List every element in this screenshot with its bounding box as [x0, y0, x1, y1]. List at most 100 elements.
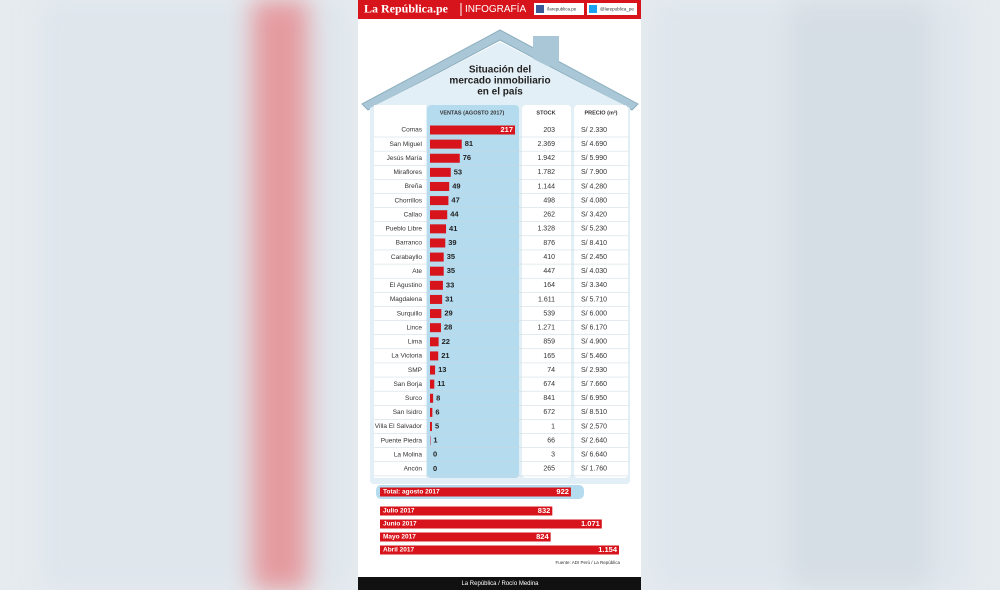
price-cell: S/ 5.230 [581, 226, 607, 233]
stock-cell: 498 [543, 197, 555, 204]
district-label: Villa El Salvador [375, 423, 423, 430]
bar [430, 181, 450, 191]
total-label: Total: agosto 2017 [383, 489, 440, 496]
value-label: 81 [465, 139, 473, 148]
district-label: Surco [405, 395, 422, 402]
total-value: 824 [536, 532, 549, 541]
district-label: Carabayllo [391, 254, 422, 261]
bar [430, 379, 435, 389]
title: Situación del [469, 65, 531, 76]
district-label: San Borja [393, 381, 422, 388]
total-label: Junio 2017 [383, 521, 417, 528]
footer-bar [358, 577, 641, 590]
stock-cell: 841 [543, 395, 555, 402]
total-label: Julio 2017 [383, 508, 415, 515]
price-cell: S/ 6.000 [581, 310, 607, 317]
stock-cell: 672 [543, 409, 555, 416]
bar [430, 337, 439, 347]
bar [430, 393, 434, 403]
price-cell: S/ 4.080 [581, 197, 607, 204]
stock-cell: 2.369 [537, 141, 555, 148]
bar [430, 280, 443, 290]
total-value: 1.154 [598, 545, 618, 554]
total-bar [380, 519, 602, 529]
value-label: 0 [433, 450, 437, 459]
total-bar [380, 545, 619, 555]
stock-cell: 1.611 [538, 296, 555, 303]
district-label: Lince [406, 324, 422, 331]
bar [430, 266, 444, 276]
stock-cell: 859 [543, 339, 555, 346]
facebook-icon [536, 5, 544, 13]
district-label: Miraflores [393, 169, 422, 176]
bar [430, 210, 448, 220]
price-cell: S/ 2.930 [581, 367, 607, 374]
stock-cell: 1.271 [537, 325, 555, 332]
bar [430, 252, 444, 262]
district-label: El Agustino [389, 282, 422, 289]
blurred-backdrop [40, 0, 970, 590]
bar [430, 238, 446, 248]
stock-cell: 1.144 [537, 183, 555, 190]
district-label: SMP [408, 367, 422, 374]
stock-cell: 164 [543, 282, 555, 289]
price-cell: S/ 2.640 [581, 437, 607, 444]
value-label: 6 [435, 407, 439, 416]
price-cell: S/ 5.460 [581, 353, 607, 360]
value-label: 8 [436, 393, 440, 402]
stock-cell: 1 [551, 423, 555, 430]
value-label: 53 [454, 167, 462, 176]
price-cell: S/ 5.710 [581, 296, 607, 303]
value-label: 41 [449, 224, 457, 233]
bar [430, 153, 460, 163]
twitter-button[interactable] [587, 3, 637, 15]
title: mercado inmobiliario [449, 76, 550, 87]
district-label: Ate [412, 268, 422, 275]
total-value: 832 [538, 506, 551, 515]
price-cell: S/ 2.330 [581, 127, 607, 134]
price-cell: S/ 3.420 [581, 212, 607, 219]
value-label: 35 [447, 266, 455, 275]
price-column [574, 105, 628, 478]
bar [430, 167, 451, 177]
bar [430, 125, 515, 135]
column-header: PRECIO (m²) [585, 109, 618, 116]
district-label: Ancón [404, 466, 423, 473]
stock-cell: 539 [543, 310, 555, 317]
stock-cell: 447 [543, 268, 555, 275]
twitter-handle: @larepublica_pe [600, 7, 634, 12]
value-label: 0 [433, 464, 437, 473]
district-label: Surquillo [397, 310, 423, 317]
credit: La República / Rocío Medina [461, 581, 539, 587]
facebook-button[interactable] [534, 3, 584, 15]
total-bar [380, 487, 571, 497]
label-column [374, 105, 426, 478]
district-label: Callao [404, 211, 423, 218]
value-label: 33 [446, 280, 454, 289]
stock-cell: 410 [543, 254, 555, 261]
district-label: San Isidro [393, 409, 423, 416]
title: en el país [477, 87, 523, 98]
price-cell: S/ 7.900 [581, 169, 607, 176]
district-label: Chorrillos [395, 197, 423, 204]
total-label: Abril 2017 [383, 547, 414, 554]
price-cell: S/ 4.690 [581, 141, 607, 148]
brand: La República.pe [364, 1, 449, 15]
value-label: 1 [433, 436, 437, 445]
bar [430, 365, 436, 375]
district-label: San Miguel [389, 141, 422, 148]
total-bar [380, 532, 551, 542]
stock-cell: 3 [551, 452, 555, 459]
value-label: 39 [448, 238, 456, 247]
price-cell: S/ 8.510 [581, 409, 607, 416]
source: Fuente: ADI Perú / La República [555, 560, 620, 565]
value-label: 49 [452, 181, 460, 190]
bar [430, 407, 433, 417]
bar [430, 224, 447, 234]
district-label: Pueblo Libre [386, 226, 423, 233]
value-label: 28 [444, 323, 452, 332]
column-header: STOCK [536, 110, 555, 116]
stock-cell: 262 [543, 212, 555, 219]
value-label: 11 [437, 379, 445, 388]
